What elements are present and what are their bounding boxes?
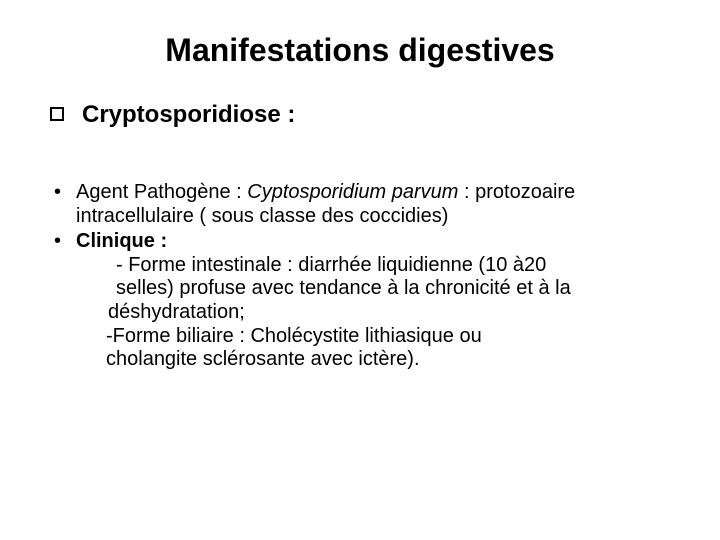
item-content: Agent Pathogène : Cyptosporidium parvum …	[76, 181, 676, 228]
body-list: • Agent Pathogène : Cyptosporidium parvu…	[50, 181, 676, 372]
agent-line2: intracellulaire ( sous classe des coccid…	[76, 205, 676, 229]
clinique-line3: déshydratation;	[76, 301, 676, 325]
subtitle-row: Cryptosporidiose :	[50, 101, 676, 129]
page-title: Manifestations digestives	[44, 32, 676, 69]
dot-bullet-icon: •	[50, 181, 76, 228]
clinique-line1: - Forme intestinale : diarrhée liquidien…	[76, 254, 676, 278]
clinique-line2: selles) profuse avec tendance à la chron…	[76, 277, 676, 301]
dot-bullet-icon: •	[50, 230, 76, 372]
square-bullet-icon	[50, 107, 64, 121]
clinique-line4: -Forme biliaire : Cholécystite lithiasiq…	[76, 325, 676, 349]
clinique-label: Clinique :	[76, 230, 676, 254]
agent-italic: Cyptosporidium parvum	[247, 181, 458, 203]
item-content: Clinique : - Forme intestinale : diarrhé…	[76, 230, 676, 372]
subtitle-text: Cryptosporidiose :	[82, 101, 295, 129]
agent-rest: : protozoaire	[458, 181, 575, 203]
list-item: • Clinique : - Forme intestinale : diarr…	[50, 230, 676, 372]
clinique-line5: cholangite sclérosante avec ictère).	[76, 348, 676, 372]
list-item: • Agent Pathogène : Cyptosporidium parvu…	[50, 181, 676, 228]
agent-label: Agent Pathogène :	[76, 181, 247, 203]
